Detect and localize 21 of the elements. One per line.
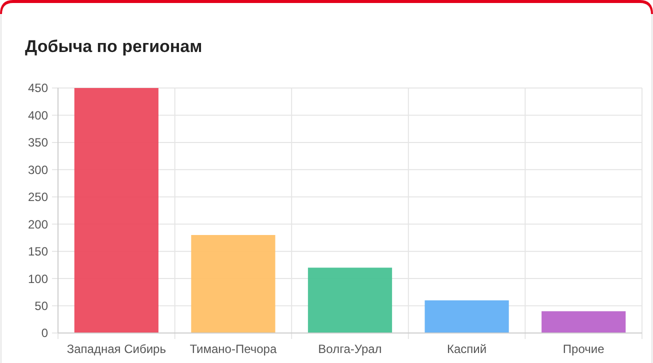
chart-title: Добыча по регионам [25,37,202,56]
bar [308,268,392,333]
y-tick-label: 250 [28,190,48,204]
y-tick-label: 200 [28,217,48,232]
bar [424,300,509,333]
x-tick-label: Каспий [447,342,487,356]
bar [191,235,276,333]
y-tick-label: 400 [28,108,48,122]
y-tick-label: 100 [28,272,48,286]
y-tick-label: 150 [28,244,48,259]
y-tick-label: 0 [41,326,48,340]
x-tick-label: Прочие [562,342,605,356]
x-tick-label: Волга-Урал [318,342,382,356]
x-tick-label: Тимано-Печора [190,342,277,356]
bar [74,88,158,333]
y-tick-label: 300 [28,162,48,177]
y-tick-label: 450 [28,81,48,96]
y-tick-label: 50 [34,298,48,313]
bar [542,311,626,333]
x-tick-label: Западная Сибирь [66,342,166,356]
y-tick-label: 350 [28,136,48,150]
